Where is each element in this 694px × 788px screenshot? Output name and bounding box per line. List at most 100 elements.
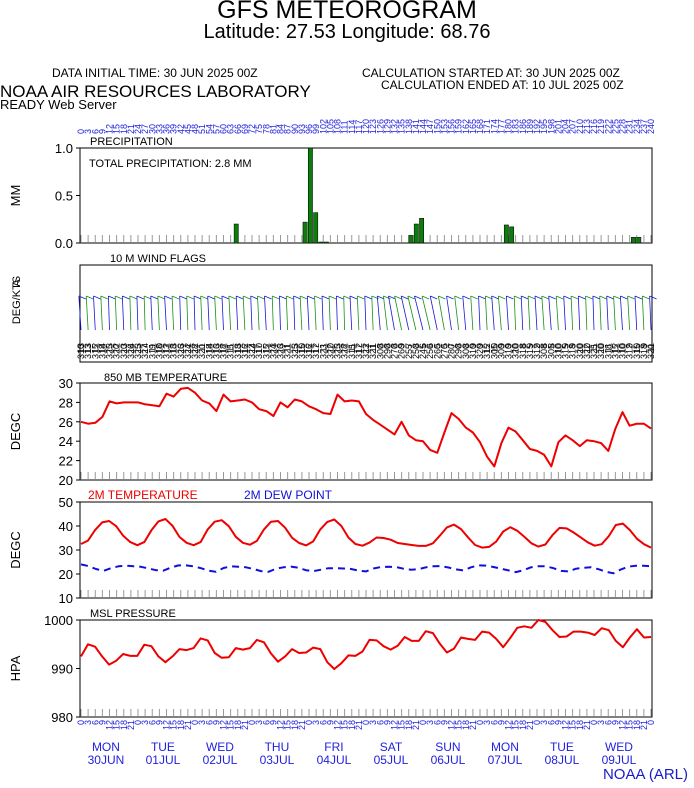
forecast-hour-label: 138 [404, 119, 414, 134]
wind-barb-flag [556, 295, 564, 300]
wind-barb [121, 295, 125, 331]
forecast-hour-label: 72 [247, 124, 257, 134]
bottom-hour-label: 6 [261, 720, 271, 725]
forecast-hour-label: 231 [625, 119, 635, 134]
wind-speed-label: 10 [489, 343, 499, 353]
bottom-hour-label: 18 [404, 720, 414, 730]
wind-direction-label: 325 [589, 344, 599, 359]
wind-barb-flag [414, 295, 422, 300]
forecast-hour-label: 30 [147, 124, 157, 134]
wind-direction-label: 327 [140, 344, 150, 359]
wind-barb [383, 295, 388, 331]
wind-speed-label: 12 [90, 343, 100, 353]
wind-barb [577, 295, 581, 331]
wind-direction-label: 318 [219, 344, 229, 359]
wind-direction-label: 318 [97, 344, 107, 359]
bottom-hour-label: 12 [504, 720, 514, 730]
forecast-hour-label: 150 [432, 119, 442, 134]
precip-panel-title: PRECIPITATION [90, 136, 173, 148]
wind-barb-flag [286, 295, 294, 300]
wind-barb [108, 295, 110, 331]
precip-bar [307, 147, 313, 244]
precip-bar [413, 223, 419, 244]
wind-barb-flag [349, 295, 358, 300]
wind-direction-label: 270 [439, 344, 449, 359]
temp850-panel-title: 850 MB TEMPERATURE [104, 372, 227, 384]
wind-barb [627, 295, 631, 331]
day-date-label: 05JUL [374, 753, 409, 767]
bottom-hour-label: 15 [226, 720, 236, 730]
dewpoint-line [80, 563, 652, 575]
bottom-hour-label: 0 [589, 720, 599, 725]
forecast-hour-label: 63 [226, 124, 236, 134]
wind-barb-flag [86, 295, 94, 300]
wind-speed-label: 13 [119, 343, 129, 353]
wind-barb-flag [122, 295, 130, 300]
wind-direction-label: 316 [304, 344, 314, 359]
wind-barb [592, 295, 595, 331]
wind-speed-label: 10 [511, 343, 521, 353]
bottom-hour-label: 15 [511, 720, 521, 730]
bottom-hour-label: 3 [311, 720, 321, 725]
wind-barb [505, 295, 509, 331]
day-weekday-label: SAT [380, 740, 403, 754]
wind-speed-label: 11 [347, 343, 357, 352]
pressure-y-axis-label: HPA [8, 655, 23, 681]
forecast-hour-label: 171 [482, 119, 492, 134]
precip-bar [408, 235, 414, 244]
wind-barb-flag [514, 295, 522, 300]
wind-barb-flag [592, 295, 601, 300]
wind-barb-flag [462, 295, 470, 300]
wind-barb-flag [207, 295, 215, 300]
wind-speed-label: 11 [589, 343, 599, 352]
bottom-hour-label: 12 [390, 720, 400, 730]
surface-y-tick-label: 10 [59, 591, 73, 606]
wind-speed-label: 9 [504, 343, 514, 348]
wind-barb-flag [299, 295, 308, 300]
forecast-hour-label: 114 [347, 120, 357, 134]
wind-direction-label: 310 [468, 344, 478, 359]
bottom-hour-label: 15 [625, 720, 635, 730]
wind-speed-label: 13 [333, 343, 343, 353]
bottom-hour-label: 3 [83, 720, 93, 725]
bottom-hour-label: 6 [318, 720, 328, 725]
day-date-label: 03JUL [260, 753, 295, 767]
wind-speed-label: 9 [532, 343, 542, 348]
wind-barb-flag [279, 295, 287, 300]
wind-speed-label: 9 [561, 343, 571, 348]
wind-direction-label: 320 [112, 344, 122, 359]
wind-barb [321, 295, 324, 331]
wind-direction-label: 324 [268, 344, 278, 359]
wind-speed-label: 8 [382, 343, 392, 348]
wind-barb [613, 295, 616, 331]
forecast-hour-label: 21 [126, 124, 136, 134]
wind-direction-label: 318 [518, 344, 528, 359]
pressure-y-tick-label: 980 [51, 710, 73, 725]
wind-barb [394, 295, 403, 331]
wind-speed-label: 8 [546, 343, 556, 348]
wind-direction-label: 326 [276, 344, 286, 359]
pressure-line [80, 619, 652, 670]
wind-barb [555, 295, 559, 331]
wind-barb-flag [186, 295, 194, 300]
wind-barb [446, 295, 452, 331]
wind-barb-flag [307, 295, 315, 300]
wind-speed-label: 9 [639, 343, 649, 348]
wind-direction-label: 321 [283, 344, 293, 359]
wind-barb-flag [321, 295, 330, 300]
day-weekday-label: TUE [151, 740, 175, 754]
wind-speed-label: 9 [625, 343, 635, 348]
wind-speed-label: 11 [226, 343, 236, 352]
wind-barb [299, 295, 303, 331]
wind-barb [541, 295, 545, 331]
forecast-hour-label: 162 [461, 119, 471, 134]
bottom-hour-label: 3 [368, 720, 378, 725]
wind-direction-label: 320 [511, 344, 521, 359]
wind-barb-flag [200, 295, 208, 300]
forecast-hour-label: 135 [397, 119, 407, 134]
forecast-hour-label: 111 [340, 120, 350, 134]
wind-barb [221, 295, 224, 331]
wind-speed-label: 9 [468, 343, 478, 348]
forecast-hour-label: 144 [418, 119, 428, 134]
pressure-panel-frame [79, 619, 653, 718]
